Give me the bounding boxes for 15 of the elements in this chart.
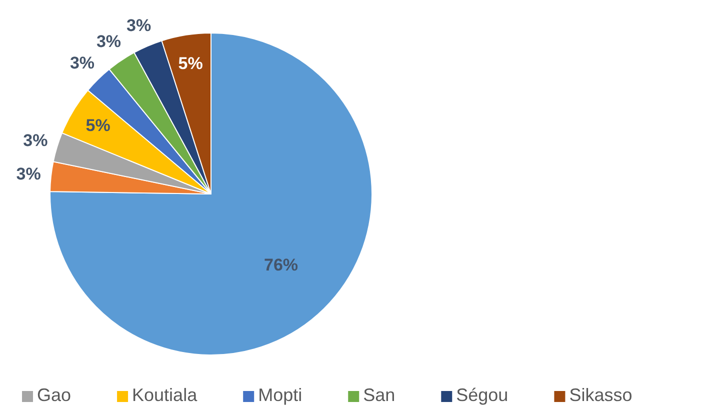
legend-label: Sikasso xyxy=(569,385,632,405)
data-label: 3% xyxy=(96,32,122,52)
data-label: 3% xyxy=(23,131,48,150)
data-label: 5% xyxy=(178,54,203,74)
pie-slice xyxy=(50,32,372,356)
data-label: 5% xyxy=(86,116,110,136)
legend-label: San xyxy=(363,385,396,405)
data-label: 3% xyxy=(16,164,41,184)
legend-label: Gao xyxy=(37,385,72,405)
legend-label: Koutiala xyxy=(132,385,198,405)
data-label: 3% xyxy=(126,16,152,35)
data-label: 76% xyxy=(264,256,298,275)
data-label: 3% xyxy=(70,54,95,73)
legend-label: Ségou xyxy=(456,385,508,405)
legend-label: Mopti xyxy=(258,385,302,405)
